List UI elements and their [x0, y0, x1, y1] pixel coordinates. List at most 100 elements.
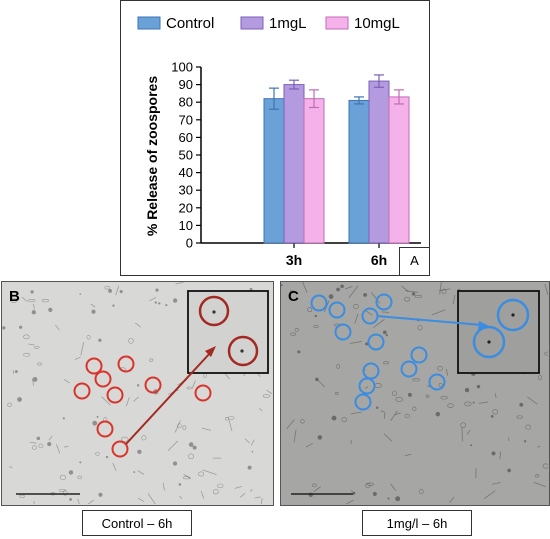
- cell: [492, 409, 498, 415]
- debris: [234, 485, 243, 489]
- cell: [311, 483, 317, 488]
- particle: [19, 325, 23, 329]
- debris: [452, 294, 456, 305]
- cell: [188, 453, 194, 460]
- debris: [438, 288, 451, 292]
- debris: [266, 389, 272, 394]
- particle: [435, 411, 441, 417]
- cell: [374, 383, 382, 388]
- particle: [297, 350, 301, 354]
- debris: [348, 285, 359, 298]
- cell: [366, 482, 375, 486]
- particle: [30, 290, 34, 294]
- debris: [293, 429, 297, 443]
- debris: [390, 483, 397, 491]
- panel-a-label: A: [410, 253, 419, 268]
- debris: [394, 412, 401, 416]
- cell: [525, 424, 531, 430]
- debris: [179, 495, 183, 500]
- debris: [533, 482, 546, 488]
- debris: [28, 343, 35, 346]
- zoospore: [212, 310, 216, 314]
- debris: [174, 420, 181, 433]
- debris: [201, 427, 212, 431]
- legend-swatch: [240, 16, 264, 30]
- cell: [198, 471, 205, 477]
- particle: [68, 470, 74, 475]
- cell: [32, 445, 37, 450]
- particle: [365, 342, 369, 346]
- particle: [79, 461, 82, 464]
- debris: [349, 341, 362, 344]
- particle: [119, 290, 123, 294]
- debris: [250, 439, 255, 446]
- caption-1mgl: 1mg/l – 6h: [362, 510, 472, 536]
- debris: [483, 490, 496, 499]
- cell: [395, 396, 403, 402]
- cell: [62, 490, 68, 496]
- particle: [133, 471, 136, 473]
- zoospore: [487, 340, 491, 344]
- debris: [200, 490, 205, 499]
- cell: [224, 416, 229, 421]
- debris: [449, 496, 455, 503]
- particle: [98, 492, 103, 497]
- particle: [251, 450, 254, 453]
- bar-control-3h: [263, 98, 285, 244]
- panel-b-label: B: [9, 288, 20, 305]
- cell: [441, 288, 447, 295]
- zoospore-marker: [410, 346, 428, 364]
- particle: [331, 415, 337, 421]
- cell: [58, 488, 66, 492]
- cell: [300, 419, 305, 424]
- debris: [29, 442, 37, 444]
- zoospore-marker: [117, 355, 135, 373]
- debris: [478, 401, 489, 404]
- debris: [354, 313, 359, 324]
- debris: [64, 446, 69, 448]
- particle: [165, 304, 168, 307]
- cell: [313, 325, 319, 328]
- particle: [172, 461, 178, 466]
- debris: [202, 469, 217, 475]
- debris: [466, 429, 471, 435]
- debris: [404, 453, 412, 457]
- particle: [2, 326, 6, 330]
- debris: [125, 397, 130, 407]
- legend-label: Control: [166, 15, 214, 32]
- debris: [87, 499, 95, 504]
- cell: [544, 351, 548, 356]
- debris: [494, 393, 497, 398]
- y-tick-label: 30: [179, 183, 193, 198]
- chart-panel: Control 1mgL 10mgL 0 10 20 30 40 50 60 70 80 90 100 3…: [120, 0, 430, 276]
- cell: [336, 363, 341, 369]
- cell: [438, 383, 443, 388]
- panel-c-label: C: [288, 288, 299, 305]
- cell: [121, 436, 129, 442]
- particle: [69, 498, 72, 501]
- particle: [192, 445, 197, 450]
- y-tick-label: 90: [179, 77, 193, 92]
- zoospore-marker: [73, 382, 91, 400]
- cell: [104, 285, 111, 290]
- debris: [21, 296, 28, 302]
- debris: [55, 444, 61, 454]
- cell: [86, 334, 91, 340]
- debris: [191, 380, 196, 389]
- particle: [523, 440, 527, 443]
- debris: [401, 285, 409, 293]
- cell: [412, 406, 417, 412]
- debris: [350, 411, 362, 415]
- debris: [74, 356, 81, 360]
- particle: [372, 491, 377, 497]
- bar-1mgl-3h: [283, 84, 305, 244]
- debris: [259, 408, 263, 412]
- debris: [239, 493, 246, 498]
- y-tick-label: 80: [179, 95, 193, 110]
- zoospore-marker: [194, 384, 212, 402]
- cell: [404, 413, 410, 419]
- inset-marker: [472, 325, 506, 359]
- cell: [128, 338, 134, 344]
- debris: [370, 292, 381, 304]
- zoospore-marker: [310, 294, 328, 312]
